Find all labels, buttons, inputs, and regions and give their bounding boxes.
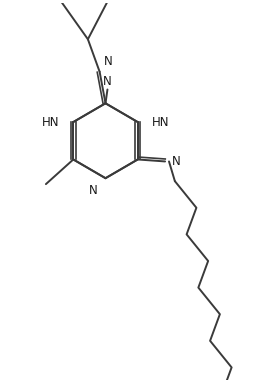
Text: N: N bbox=[103, 75, 112, 88]
Text: HN: HN bbox=[151, 116, 169, 129]
Text: N: N bbox=[172, 155, 181, 168]
Text: HN: HN bbox=[42, 116, 60, 129]
Text: N: N bbox=[89, 184, 98, 197]
Text: N: N bbox=[103, 55, 112, 68]
